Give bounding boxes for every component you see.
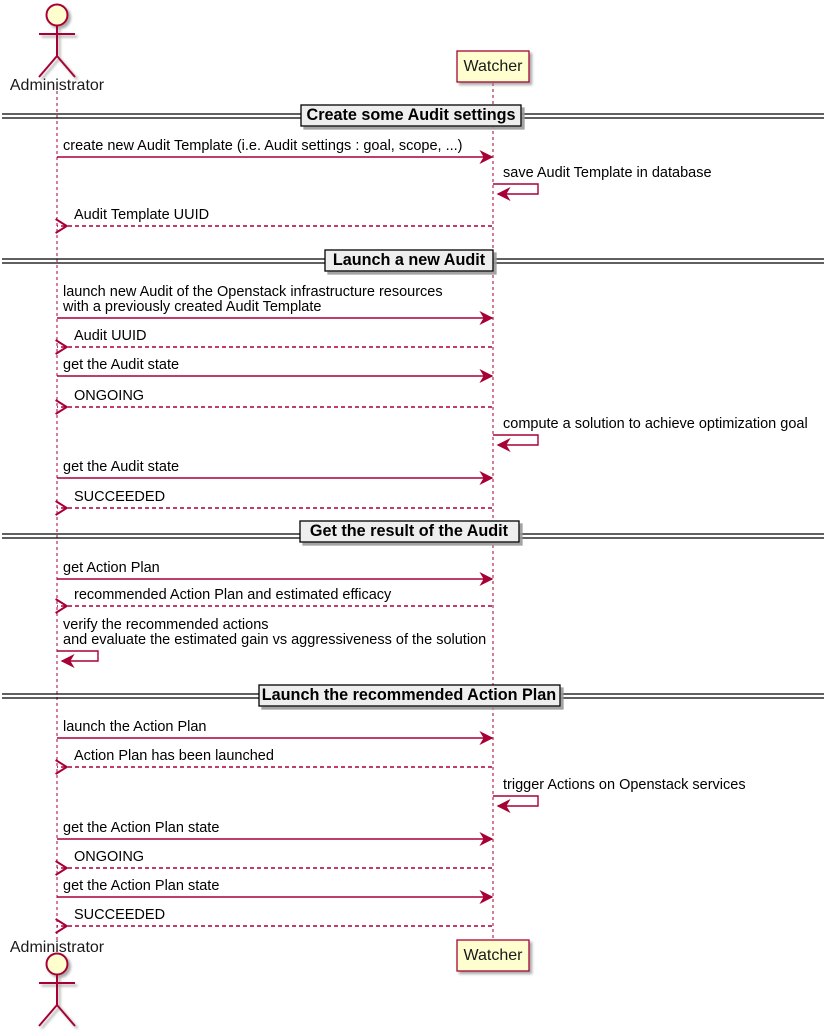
svg-text:create new Audit Template (i.e: create new Audit Template (i.e. Audit se… — [63, 138, 463, 154]
svg-text:Create some Audit settings: Create some Audit settings — [307, 106, 516, 124]
svg-text:Audit UUID: Audit UUID — [74, 328, 147, 344]
svg-text:SUCCEEDED: SUCCEEDED — [74, 907, 165, 923]
svg-text:Action Plan has been launched: Action Plan has been launched — [74, 748, 274, 764]
svg-text:Audit Template UUID: Audit Template UUID — [74, 207, 209, 223]
svg-text:Administrator: Administrator — [10, 939, 105, 956]
svg-text:get Action Plan: get Action Plan — [63, 560, 160, 576]
svg-text:recommended Action Plan and es: recommended Action Plan and estimated ef… — [74, 587, 392, 603]
svg-text:trigger Actions on Openstack s: trigger Actions on Openstack services — [503, 777, 746, 793]
svg-text:Watcher: Watcher — [464, 58, 524, 75]
svg-text:get the Audit state: get the Audit state — [63, 357, 179, 373]
svg-text:Launch a new Audit: Launch a new Audit — [333, 251, 486, 269]
svg-text:get the Audit state: get the Audit state — [63, 459, 179, 475]
svg-text:SUCCEEDED: SUCCEEDED — [74, 489, 165, 505]
svg-text:verify the recommended actions: verify the recommended actions — [63, 617, 269, 633]
svg-text:with a previously created Audi: with a previously created Audit Template — [62, 299, 321, 315]
svg-text:ONGOING: ONGOING — [74, 388, 144, 404]
svg-text:get the Action Plan state: get the Action Plan state — [63, 820, 219, 836]
svg-text:and evaluate the estimated gai: and evaluate the estimated gain vs aggre… — [63, 632, 486, 648]
svg-text:launch the Action Plan: launch the Action Plan — [63, 719, 207, 735]
svg-text:launch new Audit of the Openst: launch new Audit of the Openstack infras… — [63, 284, 443, 300]
svg-text:Get the result of the Audit: Get the result of the Audit — [310, 522, 509, 540]
svg-text:Launch the recommended Action: Launch the recommended Action Plan — [262, 686, 556, 704]
svg-text:Administrator: Administrator — [10, 77, 105, 94]
svg-text:ONGOING: ONGOING — [74, 849, 144, 865]
svg-text:get the Action Plan state: get the Action Plan state — [63, 878, 219, 894]
svg-text:save Audit Template in databas: save Audit Template in database — [503, 165, 712, 181]
svg-text:Watcher: Watcher — [464, 947, 524, 964]
svg-text:compute a solution to achieve: compute a solution to achieve optimizati… — [503, 416, 808, 432]
